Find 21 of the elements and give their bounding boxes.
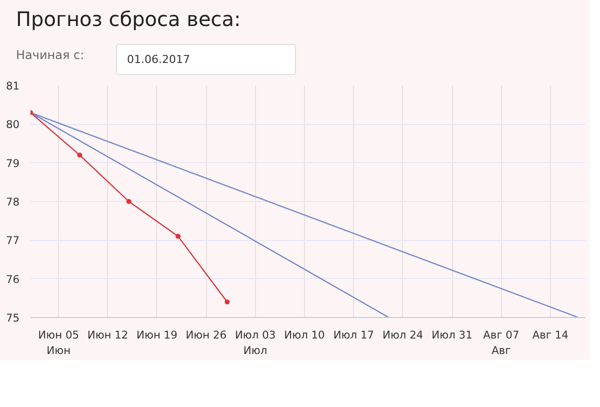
y-tick-label: 76 xyxy=(6,273,20,286)
x-tick-label: Июл 31 xyxy=(432,328,472,342)
y-tick-label: 75 xyxy=(6,312,20,325)
x-tick-label: Июл 10 xyxy=(284,328,326,342)
x-tick-label: Июн 05 Июн xyxy=(38,328,80,358)
x-tick-label: Июн 26 xyxy=(186,328,227,342)
y-tick-label: 77 xyxy=(6,234,20,248)
x-tick-label: Июл 17 xyxy=(333,328,374,342)
chart-title: Прогноз сброса веса: xyxy=(16,6,241,33)
y-tick-label: 78 xyxy=(6,196,20,209)
text: Начиная с: xyxy=(16,46,84,64)
y-tick-label: 81 xyxy=(6,80,20,93)
x-tick-label: Июн 19 xyxy=(136,328,178,342)
y-tick-label: 79 xyxy=(6,157,20,170)
x-tick-label: Июл 03 Июл xyxy=(234,328,276,358)
x-tick-label: Июл 24 xyxy=(382,328,424,342)
x-tick-label: Авг 14 xyxy=(532,328,569,342)
y-tick-label: 80 xyxy=(6,118,20,132)
text: 01.06.2017 xyxy=(127,52,190,68)
x-tick-label: Июн 12 xyxy=(87,328,128,342)
x-tick-label: Авг 07 Авг xyxy=(483,328,520,358)
